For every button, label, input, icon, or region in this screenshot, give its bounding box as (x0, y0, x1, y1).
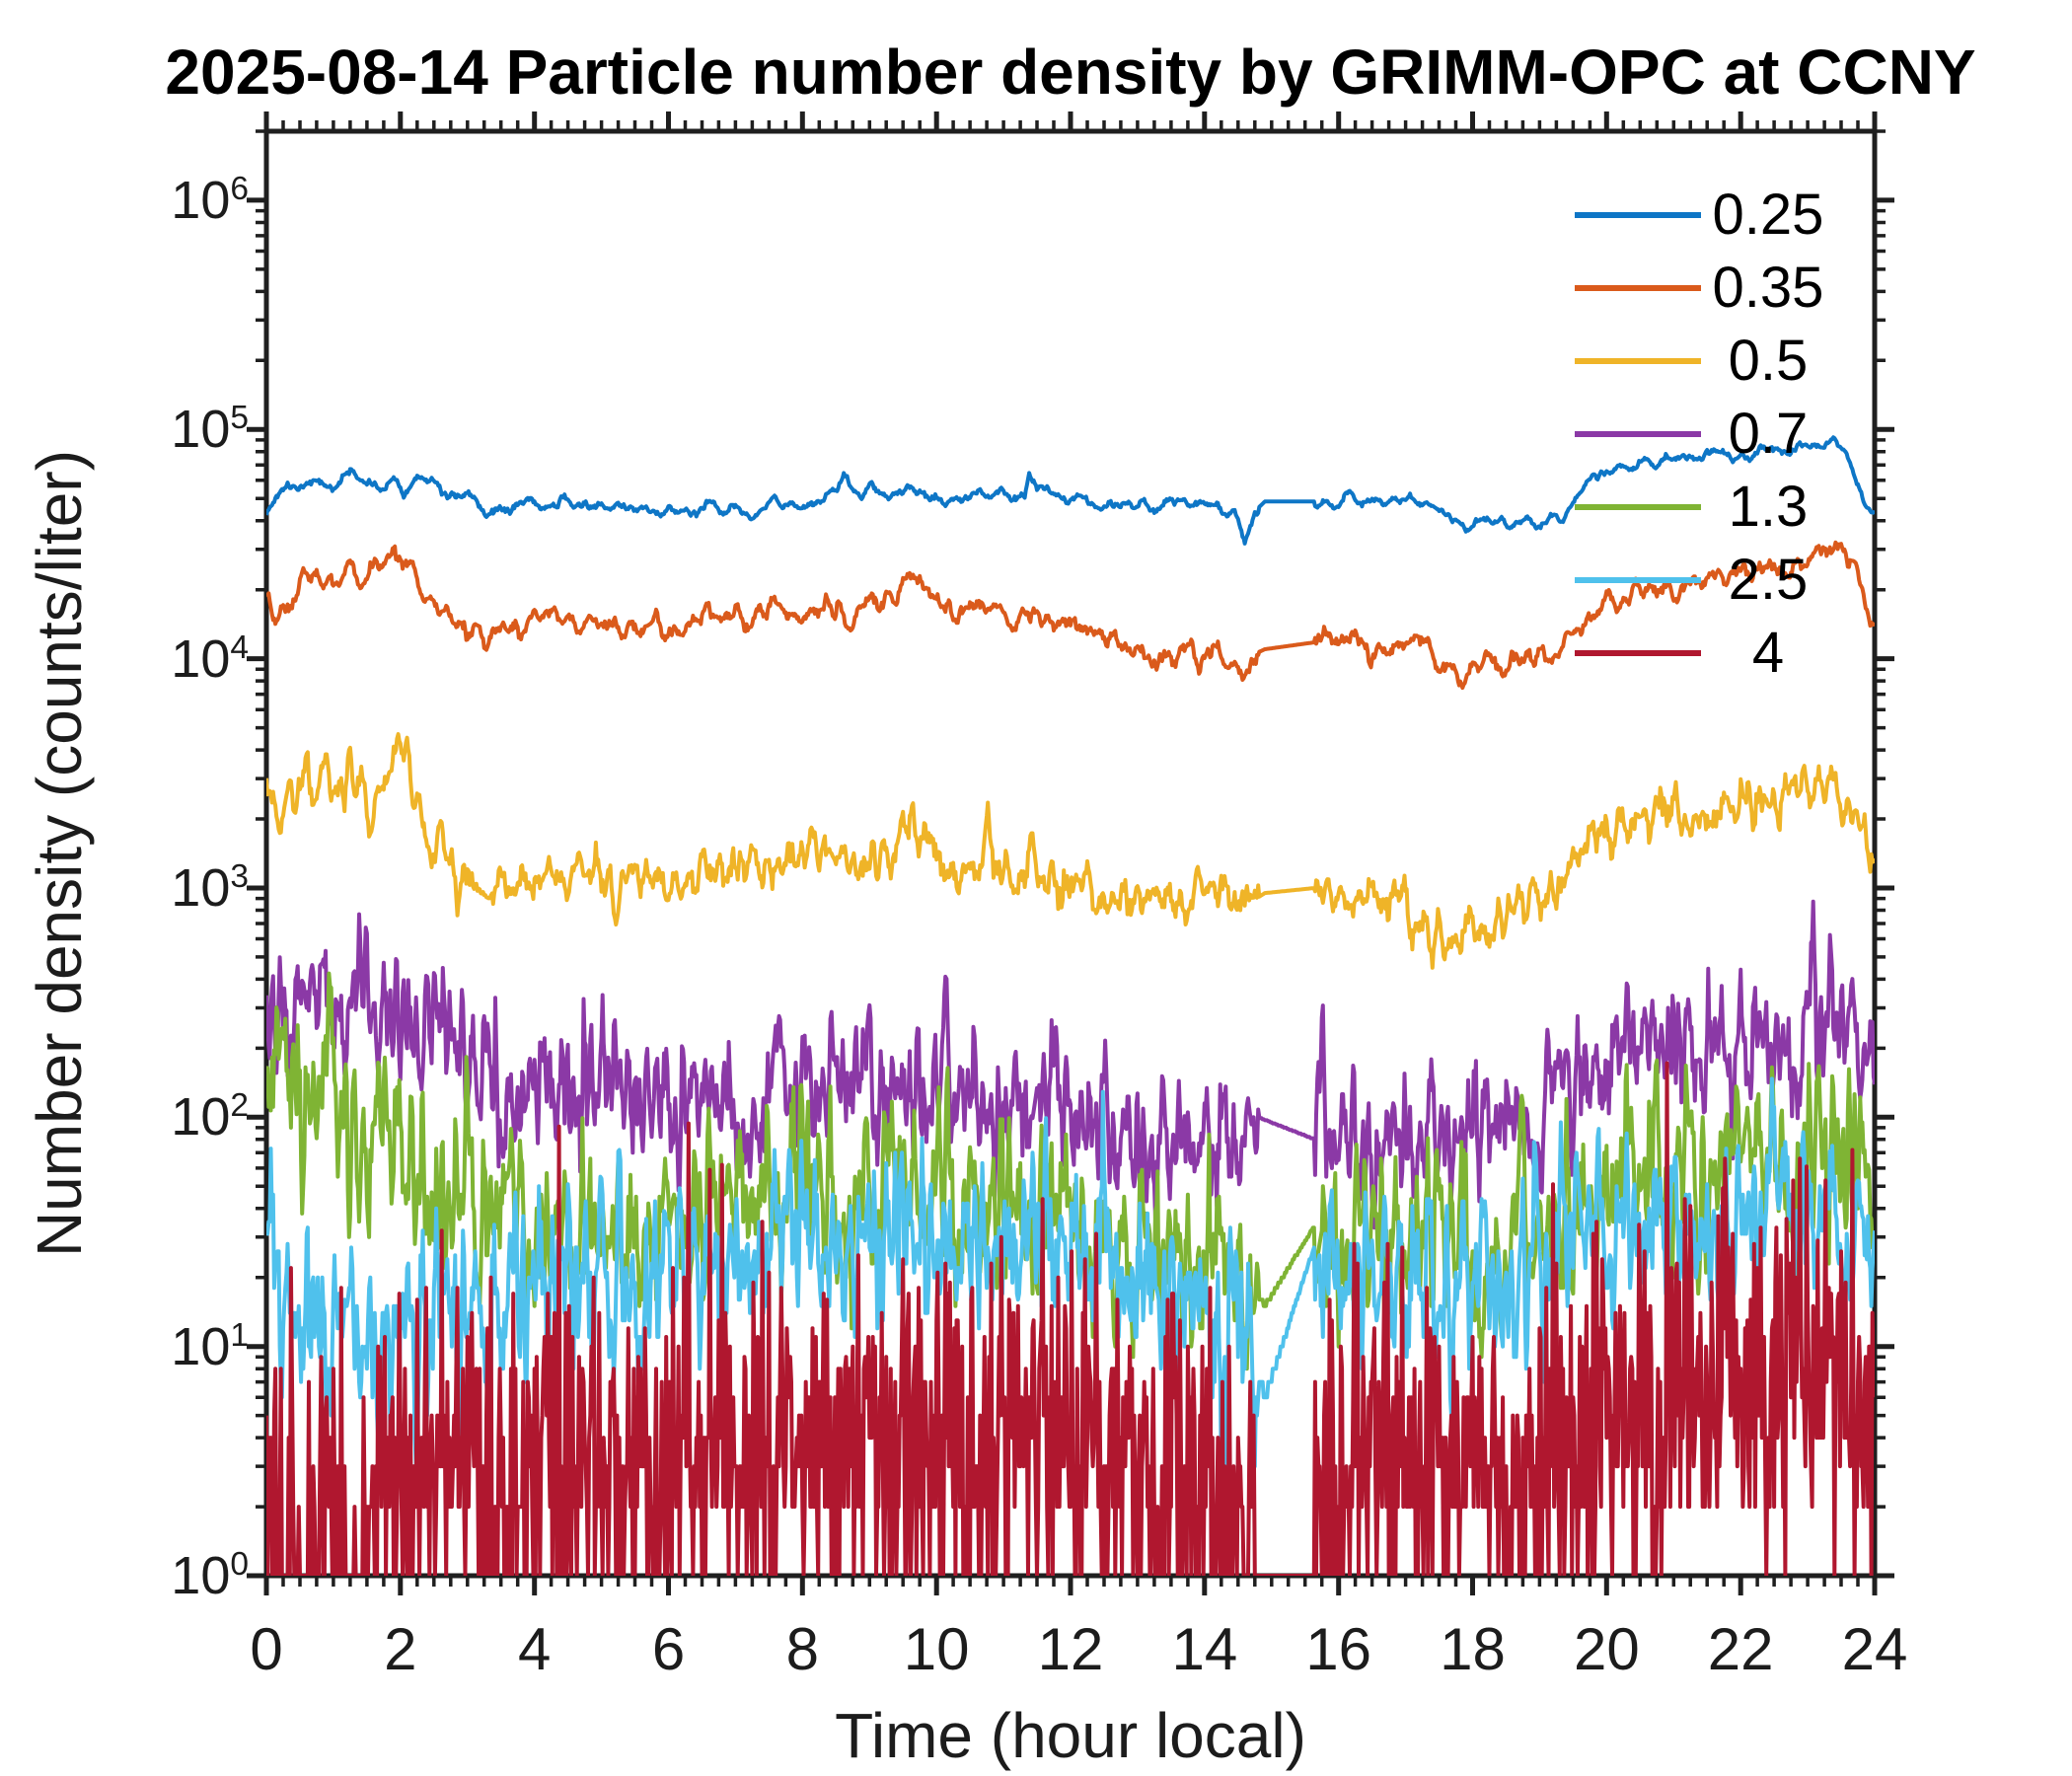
legend-label: 4 (1751, 621, 1785, 685)
series-line-0.25 (266, 435, 1875, 546)
series-line-0.7 (266, 899, 1875, 1230)
y-tick-label: 104 (171, 629, 249, 689)
legend-swatch-4 (1575, 650, 1701, 656)
x-tick-label: 10 (903, 1616, 970, 1682)
legend-label: 2.5 (1728, 548, 1809, 612)
x-tick-label: 12 (1037, 1616, 1104, 1682)
legend-swatch-2.5 (1575, 577, 1701, 583)
x-tick-label: 8 (785, 1616, 820, 1682)
legend-label: 0.25 (1712, 183, 1824, 247)
axis-major-ticks (247, 111, 1894, 1595)
plot-box (263, 128, 1878, 1579)
legend-swatch-0.25 (1575, 212, 1701, 218)
legend-label: 0.5 (1728, 329, 1809, 393)
series-line-1.3 (266, 971, 1875, 1371)
x-tick-label: 4 (517, 1616, 552, 1682)
x-tick-label: 14 (1171, 1616, 1238, 1682)
y-tick-label: 101 (171, 1316, 249, 1376)
series-line-4 (266, 1061, 1875, 1576)
chart-title: 2025-08-14 Particle number density by GR… (165, 37, 1976, 108)
x-tick-label: 16 (1305, 1616, 1372, 1682)
legend-label: 0.7 (1728, 402, 1809, 466)
legend-label: 1.3 (1728, 475, 1809, 539)
y-tick-label: 105 (171, 400, 249, 460)
x-tick-label: 20 (1573, 1616, 1640, 1682)
x-tick-label: 22 (1707, 1616, 1774, 1682)
legend-swatch-0.5 (1575, 358, 1701, 364)
y-tick-label: 100 (171, 1546, 249, 1605)
legend-swatch-1.3 (1575, 504, 1701, 510)
x-tick-label: 0 (250, 1616, 283, 1682)
legend-label: 0.35 (1712, 256, 1824, 320)
axis-minor-ticks (256, 120, 1886, 1587)
x-tick-label: 2 (384, 1616, 417, 1682)
y-tick-label: 103 (171, 857, 249, 918)
y-tick-label: 102 (171, 1087, 249, 1147)
x-tick-label: 24 (1841, 1616, 1908, 1682)
legend-swatch-0.7 (1575, 431, 1701, 437)
legend-swatch-0.35 (1575, 285, 1701, 291)
series-line-0.35 (266, 540, 1875, 691)
series-line-0.5 (266, 732, 1875, 970)
x-tick-label: 6 (651, 1616, 686, 1682)
x-axis-label: Time (hour local) (835, 1700, 1306, 1771)
x-tick-label: 18 (1440, 1616, 1506, 1682)
series-group (266, 435, 1875, 1576)
y-tick-label: 106 (171, 170, 249, 230)
